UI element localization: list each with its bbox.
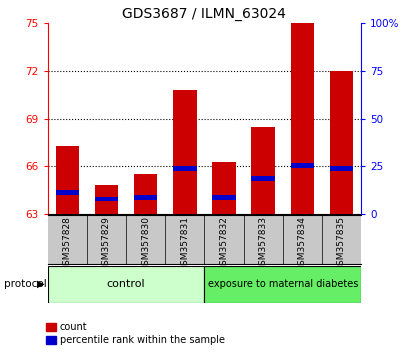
Text: protocol: protocol xyxy=(4,279,47,289)
Text: ▶: ▶ xyxy=(37,279,45,289)
Text: GSM357828: GSM357828 xyxy=(63,216,72,271)
Bar xyxy=(56,146,79,214)
Bar xyxy=(330,71,353,214)
Text: GSM357832: GSM357832 xyxy=(220,216,229,271)
Text: exposure to maternal diabetes: exposure to maternal diabetes xyxy=(208,279,358,289)
Title: GDS3687 / ILMN_63024: GDS3687 / ILMN_63024 xyxy=(122,7,286,21)
Text: GSM357833: GSM357833 xyxy=(259,216,268,272)
Bar xyxy=(290,23,314,214)
Bar xyxy=(212,195,236,200)
Bar xyxy=(95,197,118,201)
Bar xyxy=(134,174,157,214)
Legend: count, percentile rank within the sample: count, percentile rank within the sample xyxy=(42,319,229,349)
Text: GSM357829: GSM357829 xyxy=(102,216,111,271)
Bar xyxy=(330,166,353,171)
Text: control: control xyxy=(107,279,145,289)
Bar xyxy=(251,126,275,214)
Bar xyxy=(205,266,361,303)
Bar xyxy=(48,266,205,303)
Bar xyxy=(134,195,157,200)
Bar xyxy=(290,163,314,168)
Bar xyxy=(173,90,197,214)
Bar xyxy=(173,166,197,171)
Bar xyxy=(95,185,118,214)
Text: GSM357830: GSM357830 xyxy=(141,216,150,272)
Bar xyxy=(251,176,275,181)
Bar xyxy=(56,190,79,195)
Text: GSM357831: GSM357831 xyxy=(180,216,189,272)
Bar xyxy=(212,161,236,214)
Text: GSM357835: GSM357835 xyxy=(337,216,346,272)
Text: GSM357834: GSM357834 xyxy=(298,216,307,271)
